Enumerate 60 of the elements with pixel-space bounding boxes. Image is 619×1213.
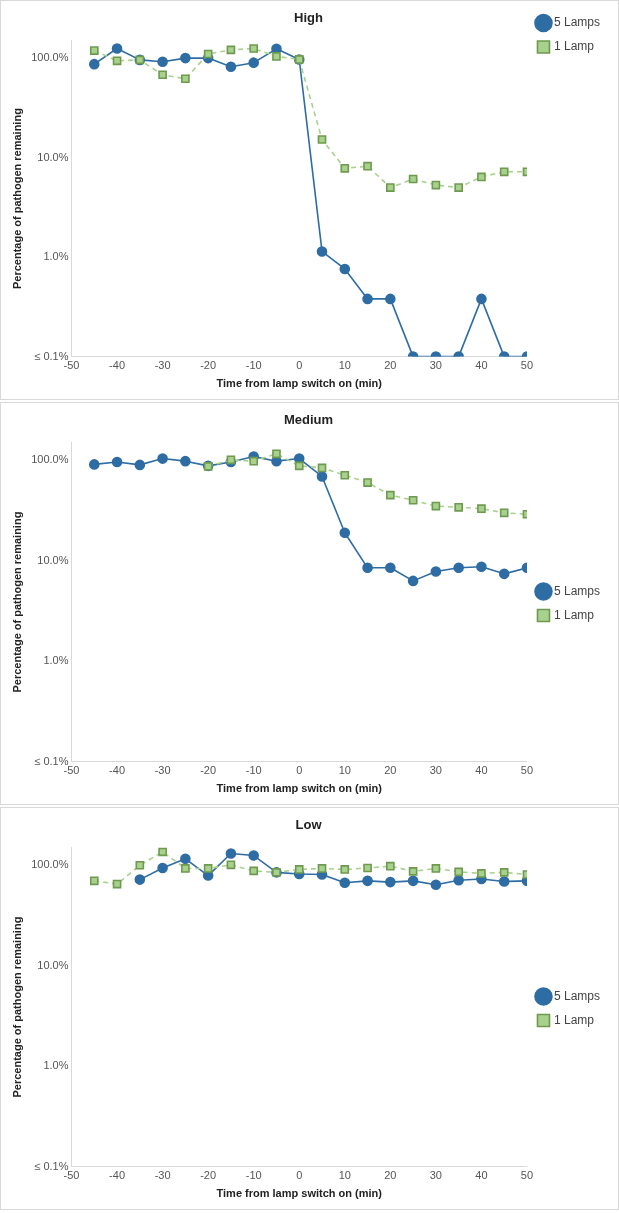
x-tick-label: 10 bbox=[338, 764, 351, 777]
x-tick-label: -20 bbox=[200, 1169, 217, 1182]
x-tick-label: -40 bbox=[109, 1169, 126, 1182]
legend-label: 1 Lamp bbox=[553, 39, 595, 54]
y-tick-label: 1.0% bbox=[43, 250, 69, 263]
y-tick-label: ≤ 0.1% bbox=[34, 349, 69, 362]
y-tick-label: ≤ 0.1% bbox=[34, 754, 69, 767]
x-tick-label: 30 bbox=[429, 359, 443, 372]
x-axis-title: Time from lamp switch on (min) bbox=[216, 1187, 383, 1200]
x-tick-label: 50 bbox=[520, 764, 534, 777]
legend-label: 5 Lamps bbox=[553, 15, 601, 30]
x-tick-label: 0 bbox=[296, 1169, 303, 1182]
x-tick-label: -40 bbox=[109, 359, 126, 372]
y-tick-label: 10.0% bbox=[37, 958, 69, 971]
x-tick-label: 30 bbox=[429, 764, 443, 777]
x-tick-label: -10 bbox=[245, 359, 262, 372]
x-tick-label: 0 bbox=[296, 764, 303, 777]
x-tick-label: 20 bbox=[384, 764, 397, 777]
x-axis-title: Time from lamp switch on (min) bbox=[216, 377, 383, 390]
x-axis-title: Time from lamp switch on (min) bbox=[216, 782, 383, 795]
x-tick-label: -40 bbox=[109, 764, 126, 777]
y-tick-label: 1.0% bbox=[43, 1059, 69, 1072]
y-axis-title: Percentage of pathogen remaining bbox=[10, 511, 23, 693]
x-tick-label: -30 bbox=[154, 764, 171, 777]
x-tick-label: -30 bbox=[154, 1169, 171, 1182]
x-tick-label: 20 bbox=[384, 359, 397, 372]
legend-label: 5 Lamps bbox=[553, 988, 601, 1003]
x-tick-label: 40 bbox=[475, 764, 488, 777]
x-tick-label: 10 bbox=[338, 1169, 351, 1182]
y-tick-label: 10.0% bbox=[37, 553, 69, 566]
chart-title: Medium bbox=[283, 412, 334, 428]
y-tick-label: 100.0% bbox=[31, 858, 69, 871]
chart-title: High bbox=[294, 10, 323, 26]
x-tick-label: 30 bbox=[429, 1169, 443, 1182]
x-tick-label: 10 bbox=[338, 359, 351, 372]
y-axis-title: Percentage of pathogen remaining bbox=[10, 916, 23, 1098]
y-tick-label: 100.0% bbox=[31, 51, 69, 64]
x-tick-label: 50 bbox=[520, 1169, 534, 1182]
legend-label: 1 Lamp bbox=[553, 607, 595, 622]
x-tick-label: 50 bbox=[520, 359, 534, 372]
x-tick-label: 40 bbox=[475, 359, 488, 372]
x-tick-label: -30 bbox=[154, 359, 171, 372]
x-tick-label: -10 bbox=[245, 764, 262, 777]
x-tick-label: -50 bbox=[63, 764, 80, 777]
chart-title: Low bbox=[295, 817, 323, 833]
x-tick-label: -10 bbox=[245, 1169, 262, 1182]
x-tick-label: 40 bbox=[475, 1169, 488, 1182]
x-tick-label: 20 bbox=[384, 1169, 397, 1182]
legend-label: 1 Lamp bbox=[553, 1012, 595, 1027]
y-tick-label: 100.0% bbox=[31, 453, 69, 466]
y-axis-title: Percentage of pathogen remaining bbox=[10, 108, 23, 290]
x-tick-label: -50 bbox=[63, 359, 80, 372]
x-tick-label: 0 bbox=[296, 359, 303, 372]
x-tick-label: -20 bbox=[200, 764, 217, 777]
y-tick-label: ≤ 0.1% bbox=[34, 1159, 69, 1172]
x-tick-label: -50 bbox=[63, 1169, 80, 1182]
y-tick-label: 10.0% bbox=[37, 150, 69, 163]
x-tick-label: -20 bbox=[200, 359, 217, 372]
y-tick-label: 1.0% bbox=[43, 654, 69, 667]
legend-label: 5 Lamps bbox=[553, 583, 601, 598]
